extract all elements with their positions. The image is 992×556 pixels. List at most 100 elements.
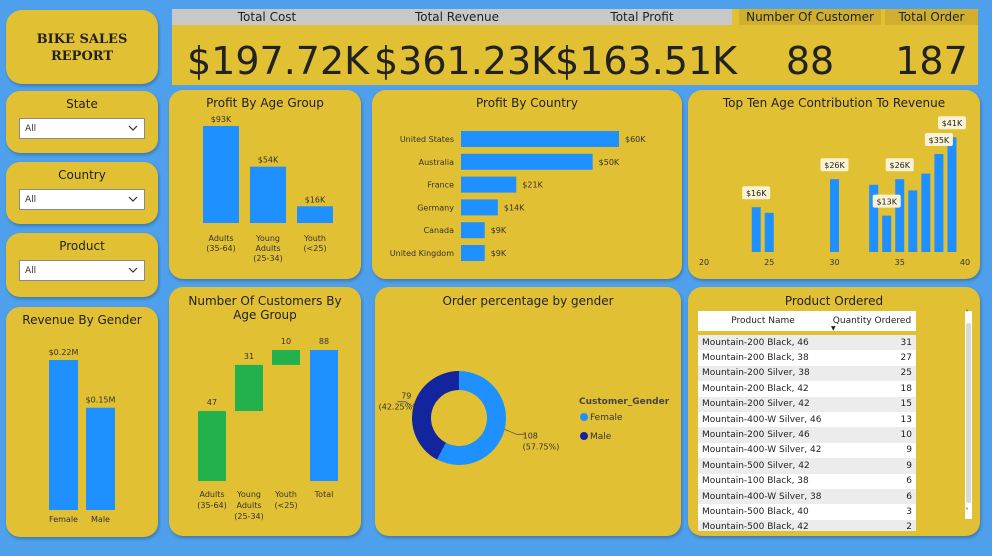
table-row[interactable]: Mountain-200 Silver, 46 10 [698,427,916,443]
legend-item: Female [590,413,623,423]
table-body: Mountain-200 Black, 46 31 Mountain-200 Bla… [698,335,916,531]
bar [297,206,333,223]
product-slicer-label: Product [59,239,105,253]
profit-by-country-title: Profit By Country [476,96,578,110]
data-label: $16K [746,189,767,198]
bar [869,184,879,252]
y-tick-label: Australia [419,158,454,167]
product-slicer: Product All [6,233,158,297]
table-row[interactable]: Mountain-200 Black, 42 18 [698,381,916,397]
total-cost-value: $197.72K [187,39,370,83]
data-label-percent: (57.75%) [523,442,560,451]
bar [764,212,774,252]
donut-slice [436,371,506,465]
table-row[interactable]: Mountain-100 Black, 38 6 [698,473,916,489]
table-row[interactable]: Mountain-200 Silver, 38 25 [698,365,916,382]
product-name-cell: Mountain-200 Silver, 38 [702,368,810,379]
bar [882,215,892,252]
bar [198,411,226,481]
table-row[interactable]: Mountain-200 Black, 46 31 [698,335,916,351]
product-dropdown[interactable]: All [19,260,145,281]
chevron-down-icon [128,267,138,273]
profit-by-country-card: Profit By Country United States $60K Austr… [372,90,682,279]
data-label: $60K [625,135,646,144]
state-dropdown[interactable]: All [19,118,145,139]
data-label: $54K [258,156,279,165]
bar [310,350,338,481]
product-ordered-card: Product Ordered Product Name Quantity Or… [688,287,980,536]
legend-marker [580,413,588,421]
x-tick-label: 30 [829,258,839,267]
table-row[interactable]: Mountain-400-W Silver, 42 9 [698,442,916,459]
product-name-cell: Mountain-200 Black, 38 [702,353,809,364]
quantity-cell: 25 [900,368,912,379]
y-tick-label: United States [400,135,454,144]
number-of-customer-label: Number Of Customer [739,9,881,25]
bar [830,179,839,252]
data-label: $9K [491,226,507,235]
data-label: 31 [244,352,254,361]
x-tick-label: Adults [255,244,280,253]
data-label: 88 [319,337,329,346]
quantity-cell: 31 [900,337,912,348]
table-row[interactable]: Mountain-500 Black, 42 2 [698,519,916,531]
table-row[interactable]: Mountain-400-W Silver, 38 6 [698,489,916,505]
product-selected-value: All [25,265,37,276]
x-tick-label: Young [255,234,280,243]
quantity-cell: 6 [906,476,912,487]
country-slicer: Country All [6,162,158,224]
scroll-up-icon[interactable]: ˄ [965,309,969,318]
bar [751,207,761,252]
product-name-cell: Mountain-500 Black, 42 [702,522,809,531]
donut-slice [412,371,459,460]
scroll-thumb[interactable] [966,323,971,503]
table-scrollbar[interactable]: ˄ ˅ [965,309,972,519]
data-label: $26K [889,161,910,170]
x-tick-label: Total [314,490,334,499]
quantity-cell: 13 [900,414,912,425]
state-slicer: State All [6,91,158,153]
table-row[interactable]: Mountain-200 Black, 38 27 [698,350,916,366]
x-tick-label: Female [49,515,78,524]
header-quantity-ordered[interactable]: Quantity Ordered ▼ [831,316,912,332]
top-ten-age-title: Top Ten Age Contribution To Revenue [722,96,946,110]
product-name-cell: Mountain-400-W Silver, 42 [702,445,822,456]
bar [895,179,905,252]
table-row[interactable]: Mountain-500 Silver, 42 9 [698,458,916,474]
data-label: $14K [504,203,525,212]
data-label: $26K [824,161,845,170]
kpi-band: Total Cost Total Revenue Total Profit Nu… [172,9,978,85]
table-row[interactable]: Mountain-400-W Silver, 46 13 [698,412,916,428]
total-profit-label: Total Profit [552,9,732,25]
header-product-name[interactable]: Product Name [731,316,795,326]
x-tick-label: (25-34) [234,512,264,521]
country-dropdown[interactable]: All [19,189,145,210]
revenue-by-gender-title: Revenue By Gender [22,313,142,327]
country-selected-value: All [25,194,37,205]
table-row[interactable]: Mountain-200 Silver, 42 15 [698,396,916,412]
scroll-down-icon[interactable]: ˅ [965,507,969,516]
revenue-by-gender-card: Revenue By Gender $0.22M Female $0.15M Male [6,307,158,537]
data-label-box [885,158,914,172]
x-tick-label: (25-34) [253,254,283,263]
x-tick-label: 40 [960,258,970,267]
total-order-value: 187 [895,39,968,83]
leader-line [397,401,414,408]
quantity-cell: 15 [900,399,912,410]
data-label: $35K [929,136,950,145]
table-row[interactable]: Mountain-500 Black, 40 3 [698,504,916,520]
bar [461,131,619,147]
quantity-cell: 9 [906,460,912,471]
data-label: $16K [305,195,326,204]
customers-by-age-group-card: Number Of Customers By Age Group 47 Adult… [169,287,361,536]
chevron-down-icon [128,125,138,131]
data-label: $13K [876,198,897,207]
x-tick-label: 20 [699,258,709,267]
total-profit-value: $163.51K [555,39,738,83]
x-tick-label: Adults [236,501,261,510]
data-label-percent: (42.25%) [379,403,416,412]
total-revenue-value: $361.23K [374,39,557,83]
bar [461,153,593,170]
data-label: $21K [522,181,543,190]
order-percentage-chart: 108 (57.75%) 79 (42.25%) Customer_Gender Fema… [379,371,670,465]
